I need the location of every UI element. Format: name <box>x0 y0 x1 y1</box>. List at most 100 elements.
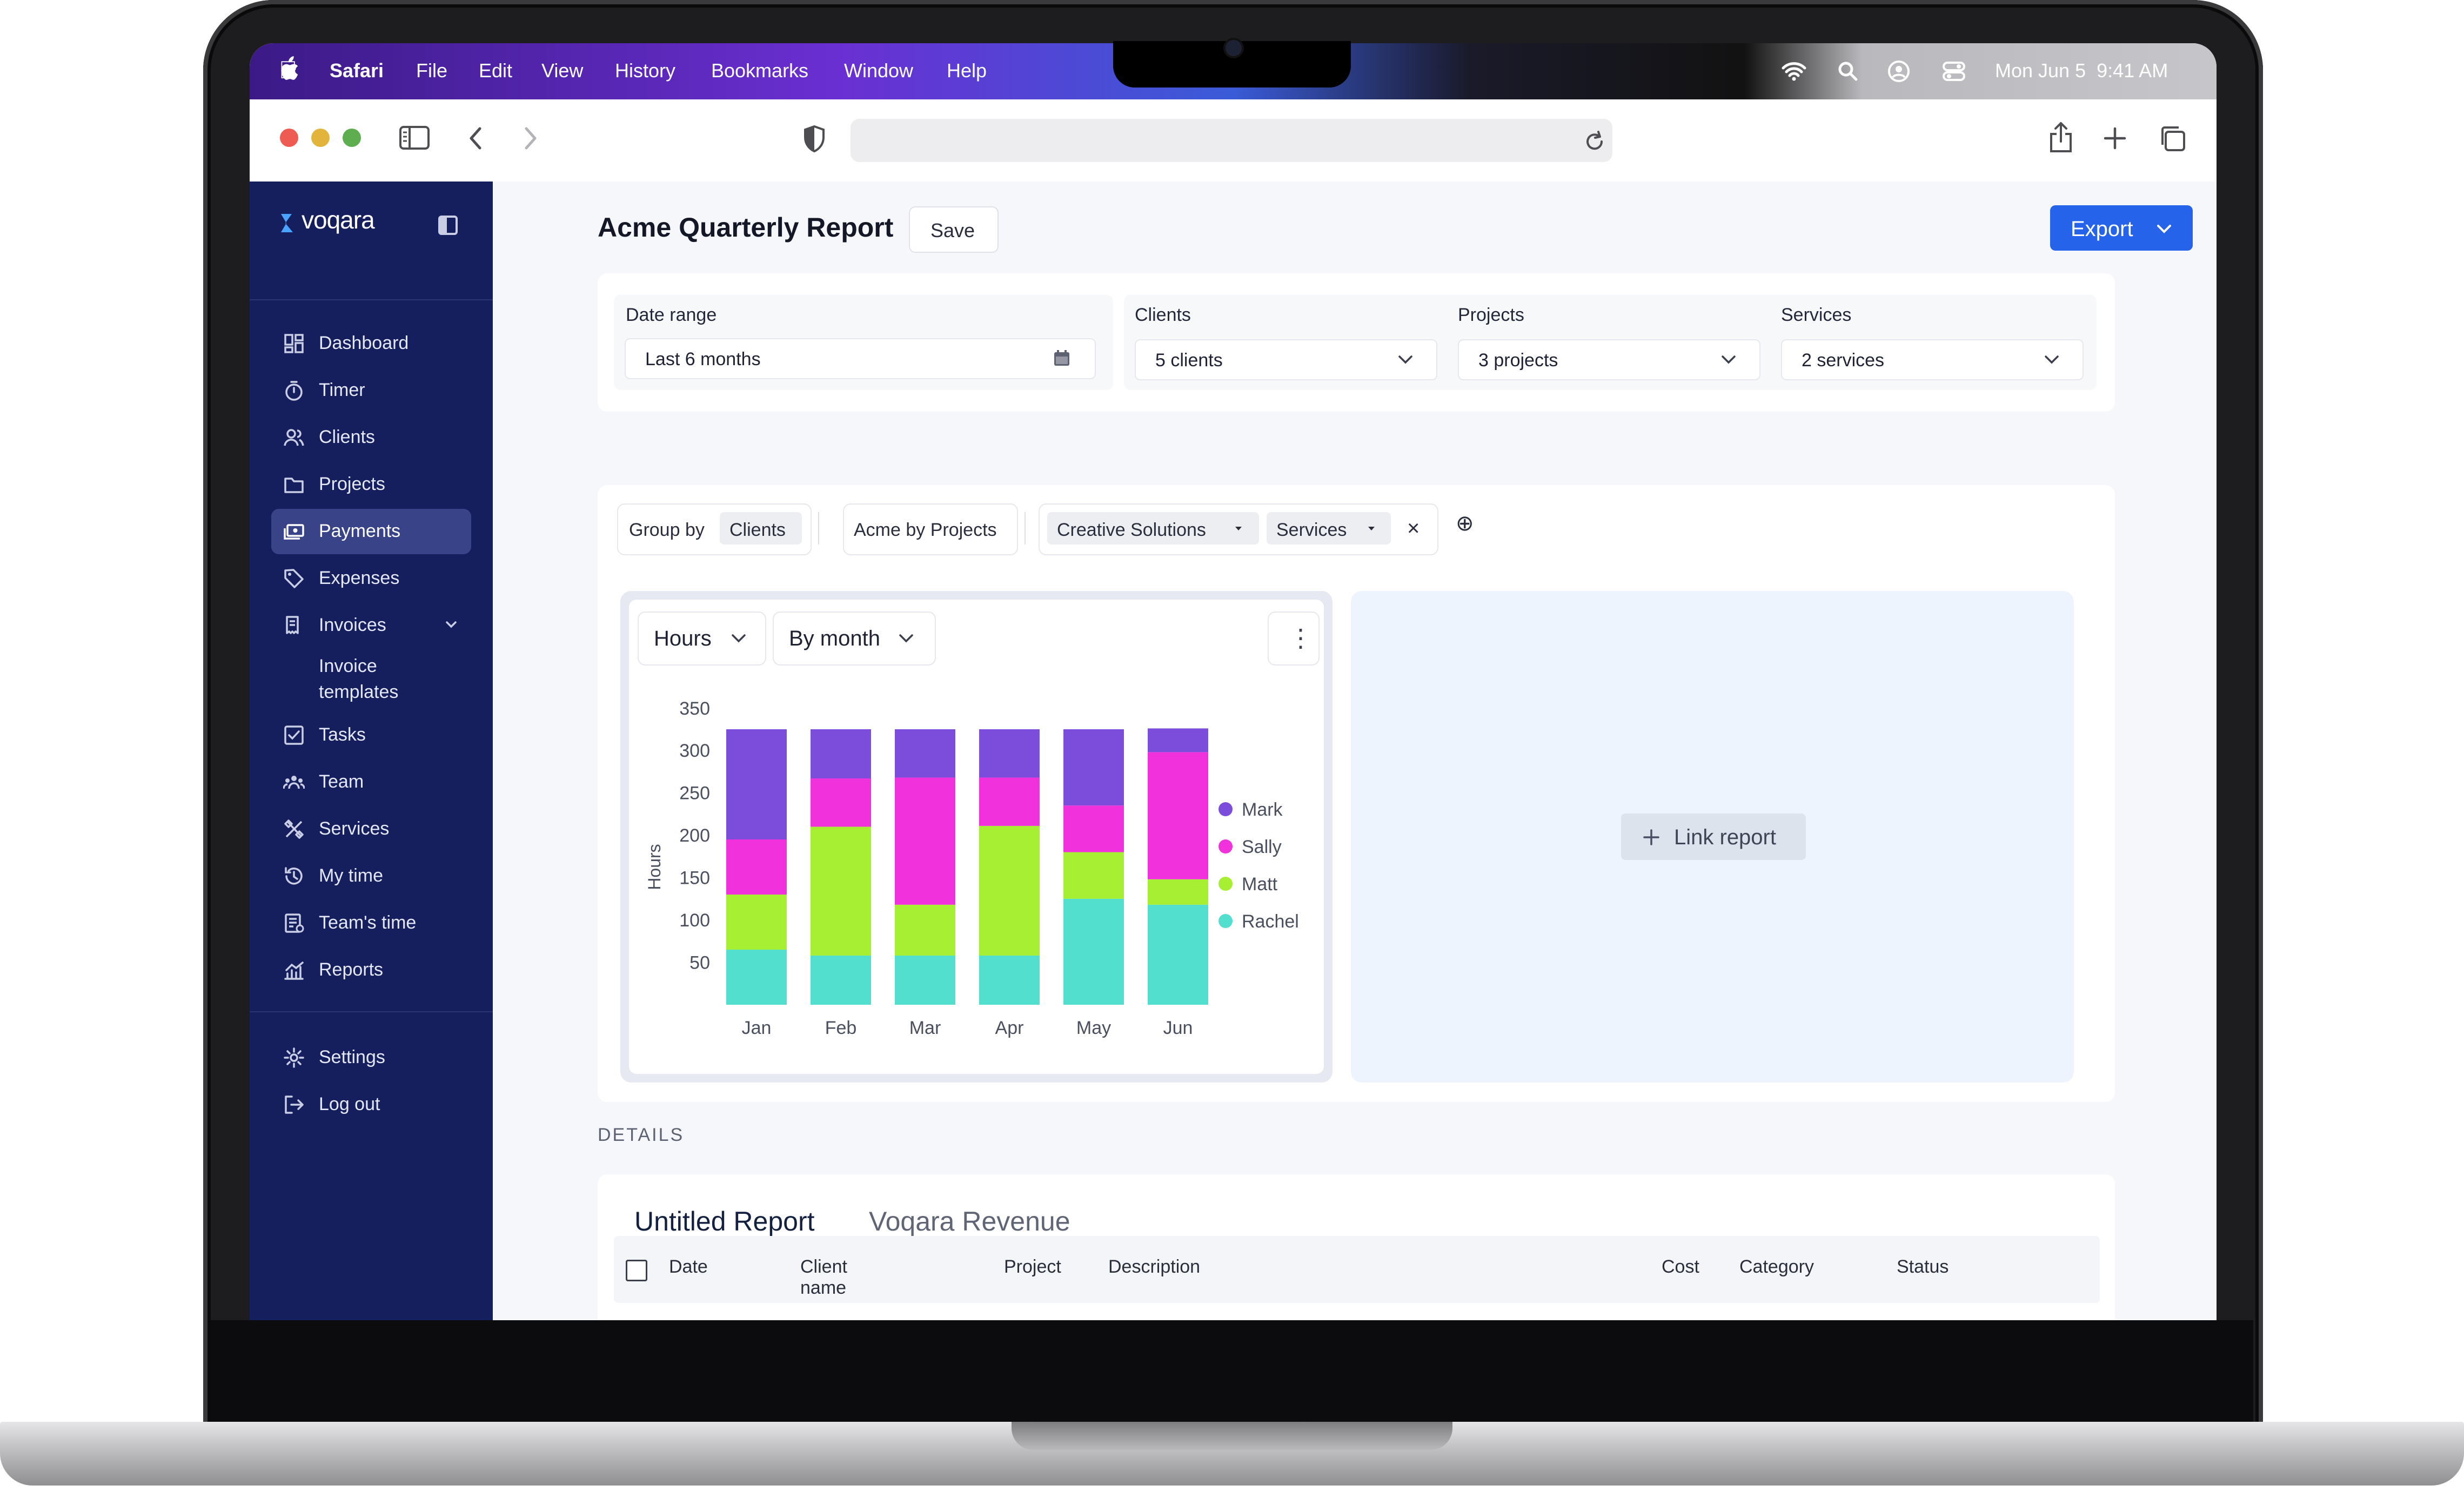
legend-swatch-sally <box>1218 839 1233 853</box>
team-icon <box>283 776 305 789</box>
new-tab-icon[interactable] <box>2103 126 2127 150</box>
privacy-shield-icon[interactable] <box>802 124 827 153</box>
control-center-icon[interactable] <box>1942 61 1966 82</box>
stopwatch-icon <box>285 381 303 401</box>
y-tick-label: 300 <box>679 741 710 761</box>
group-by-chip[interactable]: Clients <box>720 512 802 545</box>
close-window-button[interactable] <box>280 129 298 147</box>
metric-select[interactable]: Hours <box>638 611 766 666</box>
menubar-bookmarks[interactable]: Bookmarks <box>711 59 809 82</box>
column-header-client-name[interactable]: Client name <box>800 1256 847 1298</box>
chart-menu-button[interactable]: ⋮ <box>1268 611 1320 666</box>
filter-chip-services[interactable]: Services <box>1267 512 1391 545</box>
x-tick-label: May <box>1076 1018 1111 1038</box>
sidebar-item-tasks[interactable]: Tasks <box>271 713 471 758</box>
column-header-description[interactable]: Description <box>1108 1256 1201 1277</box>
forward-icon[interactable] <box>522 125 538 151</box>
menubar-clock[interactable]: Mon Jun 5 9:41 AM <box>1995 59 2168 82</box>
chart-panel: Hours By month ⋮ Hours 50 100 150 200 250 300 3… <box>629 600 1324 1074</box>
sidebar-item-log-out[interactable]: Log out <box>271 1082 471 1127</box>
column-header-cost[interactable]: Cost <box>1662 1256 1699 1277</box>
column-header-date[interactable]: Date <box>669 1256 708 1277</box>
bar-segment-mark-mar <box>895 729 955 778</box>
menubar-file[interactable]: File <box>416 59 448 82</box>
address-bar[interactable] <box>851 119 1612 162</box>
reload-icon[interactable] <box>1584 130 1606 152</box>
sidebar-item-label: Team's time <box>319 912 417 933</box>
sidebar-item-my-time[interactable]: My time <box>271 853 471 899</box>
sidebar-item-teams-time[interactable]: Team's time <box>271 900 471 946</box>
sidebar-item-dashboard[interactable]: Dashboard <box>271 321 471 366</box>
sidebar-item-clients[interactable]: Clients <box>271 415 471 460</box>
clients-value: 5 clients <box>1155 350 1223 371</box>
bar-segment-rachel-jan <box>726 950 787 1005</box>
column-header-category[interactable]: Category <box>1739 1256 1814 1277</box>
clear-filters-button[interactable]: × <box>1407 516 1420 540</box>
zoom-window-button[interactable] <box>343 129 361 147</box>
apple-logo-icon-shape <box>281 56 298 80</box>
clients-select[interactable]: 5 clients <box>1135 339 1437 380</box>
spotlight-search-icon[interactable] <box>1837 61 1859 82</box>
link-report-panel: Link report <box>1351 591 2074 1083</box>
sidebar-item-settings[interactable]: Settings <box>271 1035 471 1080</box>
minimize-window-button[interactable] <box>311 129 330 147</box>
bar-segment-rachel-jun <box>1148 904 1208 1005</box>
tab-overview-icon[interactable] <box>2158 124 2186 152</box>
sidebar-item-expenses[interactable]: Expenses <box>271 556 471 601</box>
date-range-picker[interactable]: Last 6 months <box>625 338 1096 379</box>
sidebar-item-projects[interactable]: Projects <box>271 462 471 507</box>
menubar-edit[interactable]: Edit <box>479 59 513 82</box>
share-icon[interactable] <box>2048 121 2074 153</box>
chevron-down-icon[interactable] <box>445 620 457 629</box>
select-all-checkbox[interactable] <box>626 1260 647 1281</box>
sidebar-item-timer[interactable]: Timer <box>271 368 471 413</box>
logout-icon <box>285 1096 304 1114</box>
interval-select[interactable]: By month <box>773 611 936 666</box>
filter-chip-creative-solutions[interactable]: Creative Solutions <box>1047 512 1259 545</box>
menubar-view[interactable]: View <box>541 59 584 82</box>
tab-voqara-revenue[interactable]: Voqara Revenue <box>847 1196 1085 1261</box>
folder-icon <box>284 478 304 493</box>
dashboard-icon <box>284 334 304 353</box>
legend-swatch-mark <box>1218 802 1233 816</box>
projects-select[interactable]: 3 projects <box>1458 339 1760 380</box>
save-button[interactable]: Save <box>909 206 999 253</box>
cash-icon <box>284 524 304 540</box>
bar-segment-matt-jan <box>726 895 787 950</box>
x-tick-label: Feb <box>825 1018 857 1038</box>
add-filter-button[interactable]: ⊕ <box>1456 512 1474 535</box>
back-icon[interactable] <box>468 125 484 151</box>
user-account-icon[interactable] <box>1887 59 1911 83</box>
bar-segment-rachel-feb <box>811 955 871 1005</box>
services-value: 2 services <box>1802 350 1885 371</box>
column-header-status[interactable]: Status <box>1897 1256 1949 1277</box>
services-select[interactable]: 2 services <box>1781 339 2084 380</box>
metric-value: Hours <box>654 627 712 650</box>
sidebar-item-invoices[interactable]: Invoices <box>271 603 471 648</box>
wifi-icon[interactable] <box>1781 62 1807 81</box>
caret-down-icon <box>1235 527 1242 530</box>
sidebar-item-label: Reports <box>319 959 384 980</box>
view-selector[interactable]: Acme by Projects <box>843 503 1018 555</box>
menubar-window[interactable]: Window <box>844 59 914 82</box>
collapse-sidebar-icon[interactable] <box>438 215 458 236</box>
link-report-button[interactable]: Link report <box>1621 814 1806 860</box>
sidebar-item-label: Tasks <box>319 724 366 745</box>
sidebar-toggle-icon[interactable] <box>399 125 430 150</box>
menubar-help[interactable]: Help <box>947 59 987 82</box>
sidebar-item-payments[interactable]: Payments <box>271 509 471 554</box>
projects-label: Projects <box>1458 305 1524 325</box>
menubar-app-name[interactable]: Safari <box>330 59 384 82</box>
sidebar-subitem-invoice-templates[interactable]: Invoice templates <box>318 653 458 710</box>
menubar-history[interactable]: History <box>615 59 676 82</box>
export-button[interactable]: Export <box>2050 205 2193 251</box>
sidebar-item-services[interactable]: Services <box>271 807 471 852</box>
sidebar-subitem-label-line1: Invoice <box>319 656 377 676</box>
bar-segment-rachel-mar <box>895 955 955 1005</box>
brand-name[interactable]: voqara <box>302 206 375 234</box>
sidebar-item-team[interactable]: Team <box>271 760 471 805</box>
sidebar-item-reports[interactable]: Reports <box>271 947 471 993</box>
sidebar-item-label: Settings <box>319 1047 385 1067</box>
column-header-project[interactable]: Project <box>1004 1256 1061 1277</box>
sidebar-item-label: My time <box>319 865 383 886</box>
